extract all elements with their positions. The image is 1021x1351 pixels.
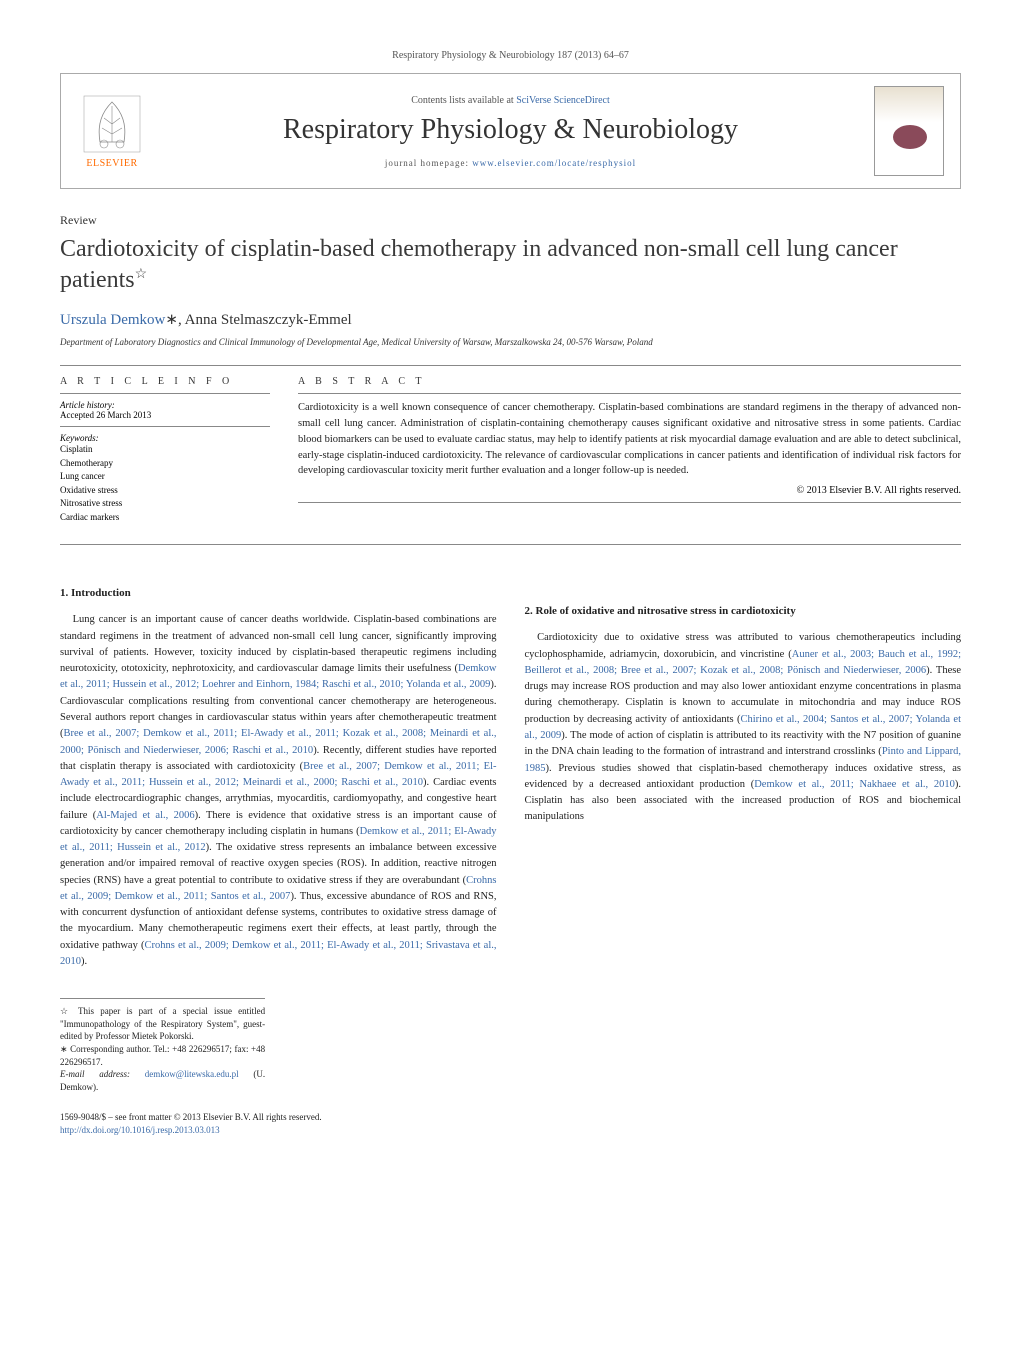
contents-prefix: Contents lists available at bbox=[411, 95, 516, 106]
body-columns: 1. Introduction Lung cancer is an import… bbox=[60, 585, 961, 1136]
elsevier-tree-icon bbox=[82, 94, 142, 154]
section-1-para: Lung cancer is an important cause of can… bbox=[60, 612, 497, 970]
email-link[interactable]: demkow@litewska.edu.pl bbox=[145, 1069, 239, 1079]
keyword: Cardiac markers bbox=[60, 511, 270, 525]
abstract-text: Cardiotoxicity is a well known consequen… bbox=[298, 400, 961, 479]
info-abstract-row: a r t i c l e i n f o Article history: A… bbox=[60, 376, 961, 524]
history-label: Article history: bbox=[60, 400, 270, 410]
journal-cover-thumbnail bbox=[874, 86, 944, 176]
header-box: ELSEVIER Contents lists available at Sci… bbox=[60, 73, 961, 189]
citation-link[interactable]: Demkow et al., 2011; Nakhaee et al., 201… bbox=[754, 779, 955, 790]
citation-link[interactable]: Al-Majed et al., 2006 bbox=[96, 810, 194, 821]
info-sep-1 bbox=[60, 393, 270, 394]
abstract-sep bbox=[298, 393, 961, 394]
keyword: Nitrosative stress bbox=[60, 497, 270, 511]
article-type: Review bbox=[60, 213, 961, 228]
affiliation: Department of Laboratory Diagnostics and… bbox=[60, 337, 961, 347]
title-footnote-mark: ☆ bbox=[135, 267, 148, 282]
homepage-line: journal homepage: www.elsevier.com/locat… bbox=[163, 158, 858, 168]
author-link-1[interactable]: Urszula Demkow bbox=[60, 312, 165, 328]
publisher-name: ELSEVIER bbox=[86, 158, 137, 169]
header-center: Contents lists available at SciVerse Sci… bbox=[163, 95, 858, 168]
rule-top bbox=[60, 365, 961, 366]
page-root: Respiratory Physiology & Neurobiology 18… bbox=[0, 0, 1021, 1177]
homepage-link[interactable]: www.elsevier.com/locate/resphysiol bbox=[472, 158, 636, 168]
footnote-email: E-mail address: demkow@litewska.edu.pl (… bbox=[60, 1068, 265, 1093]
issn-doi-block: 1569-9048/$ – see front matter © 2013 El… bbox=[60, 1111, 497, 1136]
abstract-sep-bottom bbox=[298, 502, 961, 503]
keyword: Oxidative stress bbox=[60, 484, 270, 498]
author-2: , Anna Stelmaszczyk-Emmel bbox=[178, 312, 352, 328]
keywords-label: Keywords: bbox=[60, 433, 270, 443]
doi-link[interactable]: http://dx.doi.org/10.1016/j.resp.2013.03… bbox=[60, 1125, 220, 1135]
journal-title: Respiratory Physiology & Neurobiology bbox=[163, 114, 858, 146]
article-info-column: a r t i c l e i n f o Article history: A… bbox=[60, 376, 270, 524]
footnote-star: ☆ This paper is part of a special issue … bbox=[60, 1005, 265, 1043]
section-2-para: Cardiotoxicity due to oxidative stress w… bbox=[525, 630, 962, 825]
journal-reference: Respiratory Physiology & Neurobiology 18… bbox=[60, 50, 961, 61]
sciencedirect-link[interactable]: SciVerse ScienceDirect bbox=[516, 95, 610, 106]
article-info-heading: a r t i c l e i n f o bbox=[60, 376, 270, 387]
section-1-heading: 1. Introduction bbox=[60, 585, 497, 602]
homepage-prefix: journal homepage: bbox=[385, 158, 472, 168]
article-title-text: Cardiotoxicity of cisplatin-based chemot… bbox=[60, 236, 898, 293]
keyword: Lung cancer bbox=[60, 470, 270, 484]
keyword: Chemotherapy bbox=[60, 457, 270, 471]
contents-available-line: Contents lists available at SciVerse Sci… bbox=[163, 95, 858, 106]
abstract-copyright: © 2013 Elsevier B.V. All rights reserved… bbox=[298, 485, 961, 496]
body-text: ). bbox=[81, 956, 87, 967]
keyword: Cisplatin bbox=[60, 443, 270, 457]
keywords-list: Cisplatin Chemotherapy Lung cancer Oxida… bbox=[60, 443, 270, 524]
authors: Urszula Demkow∗, Anna Stelmaszczyk-Emmel bbox=[60, 310, 961, 329]
abstract-heading: a b s t r a c t bbox=[298, 376, 961, 387]
abstract-column: a b s t r a c t Cardiotoxicity is a well… bbox=[298, 376, 961, 524]
rule-mid bbox=[60, 544, 961, 545]
body-text: Lung cancer is an important cause of can… bbox=[60, 614, 497, 674]
issn-line: 1569-9048/$ – see front matter © 2013 El… bbox=[60, 1111, 497, 1124]
email-label: E-mail address: bbox=[60, 1069, 145, 1079]
history-accepted: Accepted 26 March 2013 bbox=[60, 410, 270, 420]
footnotes: ☆ This paper is part of a special issue … bbox=[60, 998, 265, 1093]
section-2-heading: 2. Role of oxidative and nitrosative str… bbox=[525, 603, 962, 620]
info-sep-2 bbox=[60, 426, 270, 427]
elsevier-logo: ELSEVIER bbox=[77, 91, 147, 171]
article-title: Cardiotoxicity of cisplatin-based chemot… bbox=[60, 234, 961, 296]
footnote-corresponding: ∗ Corresponding author. Tel.: +48 226296… bbox=[60, 1043, 265, 1068]
author-corr-mark: ∗ bbox=[165, 312, 178, 328]
